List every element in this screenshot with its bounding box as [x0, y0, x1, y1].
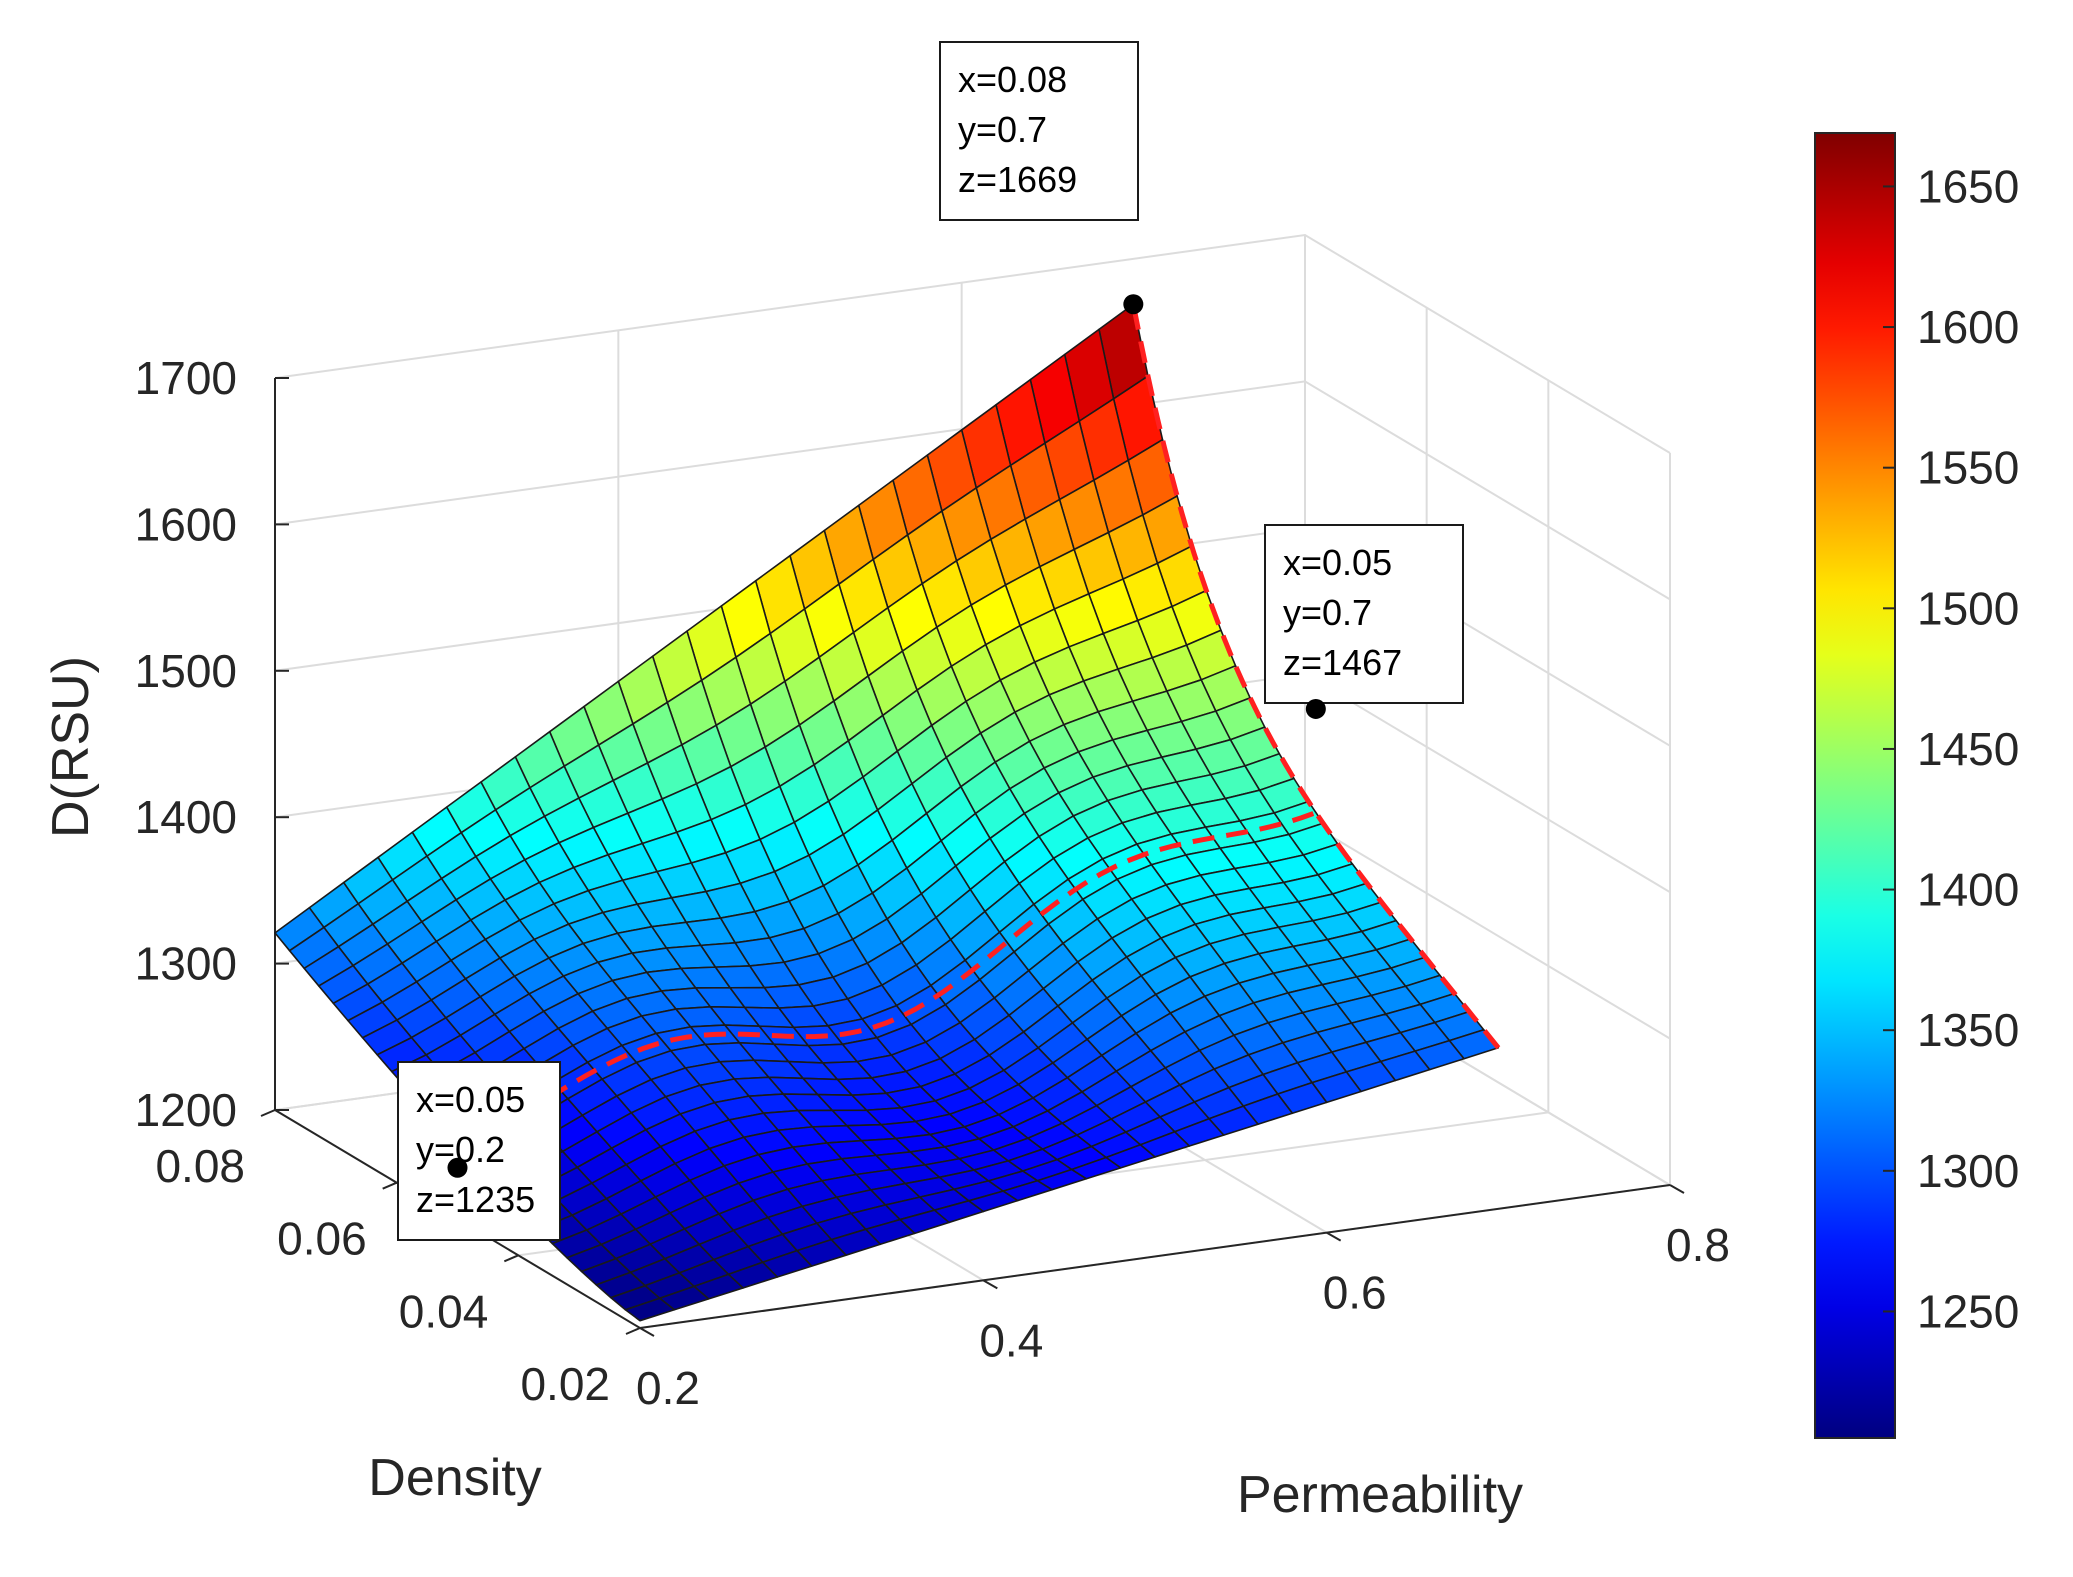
colorbar-tick-label: 1500 [1917, 582, 2019, 634]
y-tick-mark [1326, 1231, 1342, 1242]
z-tick-label: 1200 [135, 1084, 237, 1136]
x-axis-label: Density [368, 1449, 541, 1507]
x-tick-mark [260, 1109, 276, 1117]
highlight-line [456, 810, 1317, 1148]
datatip-marker [1123, 294, 1144, 315]
datatip-text: z=1235 [416, 1179, 535, 1220]
z-tick-label: 1500 [135, 645, 237, 697]
colorbar-tick-label: 1400 [1917, 864, 2019, 916]
colorbar-tick-label: 1350 [1917, 1004, 2019, 1056]
highlight-line [1130, 303, 1501, 1050]
y-tick-mark [982, 1279, 998, 1290]
colorbar: 1250 1300 1350 1400 1450 1500 1550 1600 1650 [1814, 132, 2019, 1439]
datatip-box [397, 1061, 561, 1241]
x-tick-label: 0.06 [277, 1213, 367, 1265]
z-tick-label: 1700 [135, 352, 237, 404]
datatip-text: x=0.05 [416, 1079, 525, 1120]
datatip-marker [1305, 698, 1326, 719]
y-tick-label: 0.6 [1323, 1267, 1387, 1319]
tick-labels: 1200 1300 1400 1500 1600 1700 0.02 0.04 0.06 0.08… [135, 352, 1730, 1414]
z-tick-label: 1400 [135, 791, 237, 843]
colorbar-tick-label: 1450 [1917, 723, 2019, 775]
datatip-mid[interactable]: x=0.05 y=0.7 z=1467 [1264, 524, 1464, 719]
y-axis-line [639, 1184, 1671, 1329]
datatip-marker [447, 1157, 468, 1178]
colorbar-ticks: 1250 1300 1350 1400 1450 1500 1550 1600 1650 [1883, 160, 2019, 1337]
datatip-text: z=1669 [958, 159, 1077, 200]
y-tick-label: 0.4 [979, 1314, 1043, 1366]
datatip-box [1264, 524, 1464, 704]
y-tick-mark [639, 1327, 655, 1337]
y-tick-mark [1669, 1184, 1685, 1194]
datatip-low[interactable]: x=0.05y=0.2z=1235 [397, 1061, 561, 1241]
colorbar-tick-label: 1300 [1917, 1145, 2019, 1197]
z-axis-label: D(RSU) [42, 656, 100, 838]
x-tick-label: 0.04 [399, 1285, 489, 1337]
x-tick-label: 0.02 [520, 1358, 610, 1410]
x-tick-mark [382, 1181, 398, 1190]
datatip-peak[interactable]: x=0.08 y=0.7 z=1669 [939, 41, 1144, 315]
surface-mesh [274, 303, 1500, 1322]
surface-patch [624, 1297, 676, 1322]
highlight-lines [456, 303, 1501, 1148]
colorbar-tick-label: 1250 [1917, 1285, 2019, 1337]
datatip-box [939, 41, 1139, 221]
x-tick-mark [503, 1254, 519, 1263]
x-tick-label: 0.08 [155, 1140, 245, 1192]
y-tick-label: 0.2 [636, 1362, 700, 1414]
colorbar-tick-label: 1650 [1917, 160, 2019, 212]
datatip-text: y=0.7 [958, 109, 1047, 150]
datatip-text: x=0.08 [958, 59, 1067, 100]
x-tick-mark [625, 1327, 641, 1335]
datatip-text: y=0.7 [1283, 592, 1372, 633]
colorbar-gradient [1814, 132, 1896, 1439]
z-tick-label: 1600 [135, 498, 237, 550]
colorbar-tick-label: 1550 [1917, 442, 2019, 494]
datatip-text: x=0.05 [1283, 542, 1392, 583]
datatip-text: z=1467 [1283, 642, 1402, 683]
y-axis-label: Permeability [1237, 1466, 1523, 1524]
y-tick-label: 0.8 [1666, 1219, 1730, 1271]
colorbar-tick-label: 1600 [1917, 301, 2019, 353]
datatips: x=0.08y=0.7z=1669x=0.05y=0.7z=1467x=0.05… [397, 41, 1464, 1241]
z-tick-label: 1300 [135, 938, 237, 990]
